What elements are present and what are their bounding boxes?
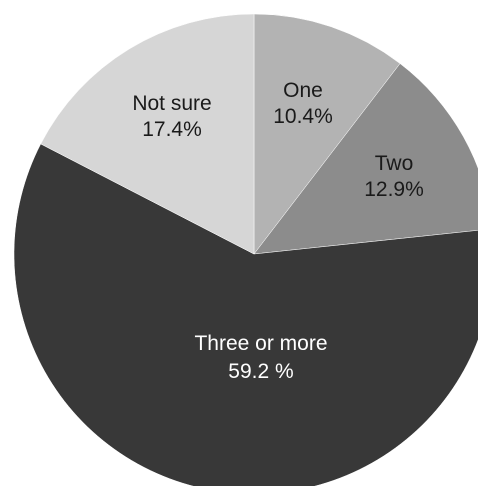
slice-label: Three or more xyxy=(194,332,327,355)
slice-value-label: 59.2 % xyxy=(228,360,293,383)
slice-value-label: 12.9% xyxy=(364,178,424,201)
pie-slice-not-sure xyxy=(40,13,255,255)
slice-label: One xyxy=(283,79,323,102)
slice-label: Two xyxy=(375,152,414,175)
slice-value-label: 17.4% xyxy=(142,118,202,141)
pie-slice-one xyxy=(253,13,401,255)
slice-value-label: 10.4% xyxy=(273,105,333,128)
pie-slices xyxy=(13,13,478,486)
slice-label: Not sure xyxy=(132,92,211,115)
pie-slice-three-or-more xyxy=(13,143,478,486)
pie-slice-two xyxy=(253,63,478,255)
pie-labels: One 10.4% Two 12.9% Three or more 59.2 % Not s… xyxy=(132,79,423,383)
